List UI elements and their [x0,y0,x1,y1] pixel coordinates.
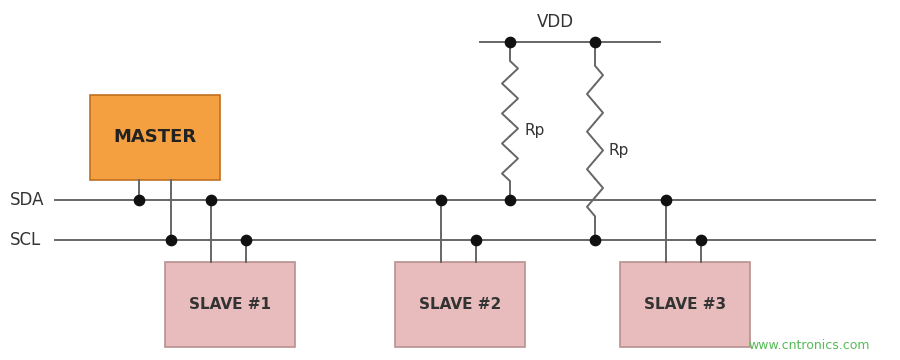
FancyBboxPatch shape [620,262,750,347]
Text: VDD: VDD [536,13,573,31]
Point [503,197,517,203]
FancyBboxPatch shape [90,95,220,180]
Point [203,197,218,203]
Text: SDA: SDA [10,191,44,209]
Point [238,237,253,243]
Text: MASTER: MASTER [113,129,196,147]
Text: Rp: Rp [609,144,629,158]
Point [693,237,707,243]
Point [588,39,602,45]
Text: www.cntronics.com: www.cntronics.com [749,339,870,352]
Point [433,197,447,203]
FancyBboxPatch shape [395,262,525,347]
Text: SLAVE #1: SLAVE #1 [189,297,271,312]
Text: SLAVE #2: SLAVE #2 [418,297,501,312]
Text: SCL: SCL [10,231,41,249]
FancyBboxPatch shape [165,262,295,347]
Point [503,39,517,45]
Point [588,237,602,243]
Point [468,237,482,243]
Point [132,197,147,203]
Point [658,197,672,203]
Text: Rp: Rp [524,123,544,139]
Point [164,237,178,243]
Text: SLAVE #3: SLAVE #3 [644,297,726,312]
